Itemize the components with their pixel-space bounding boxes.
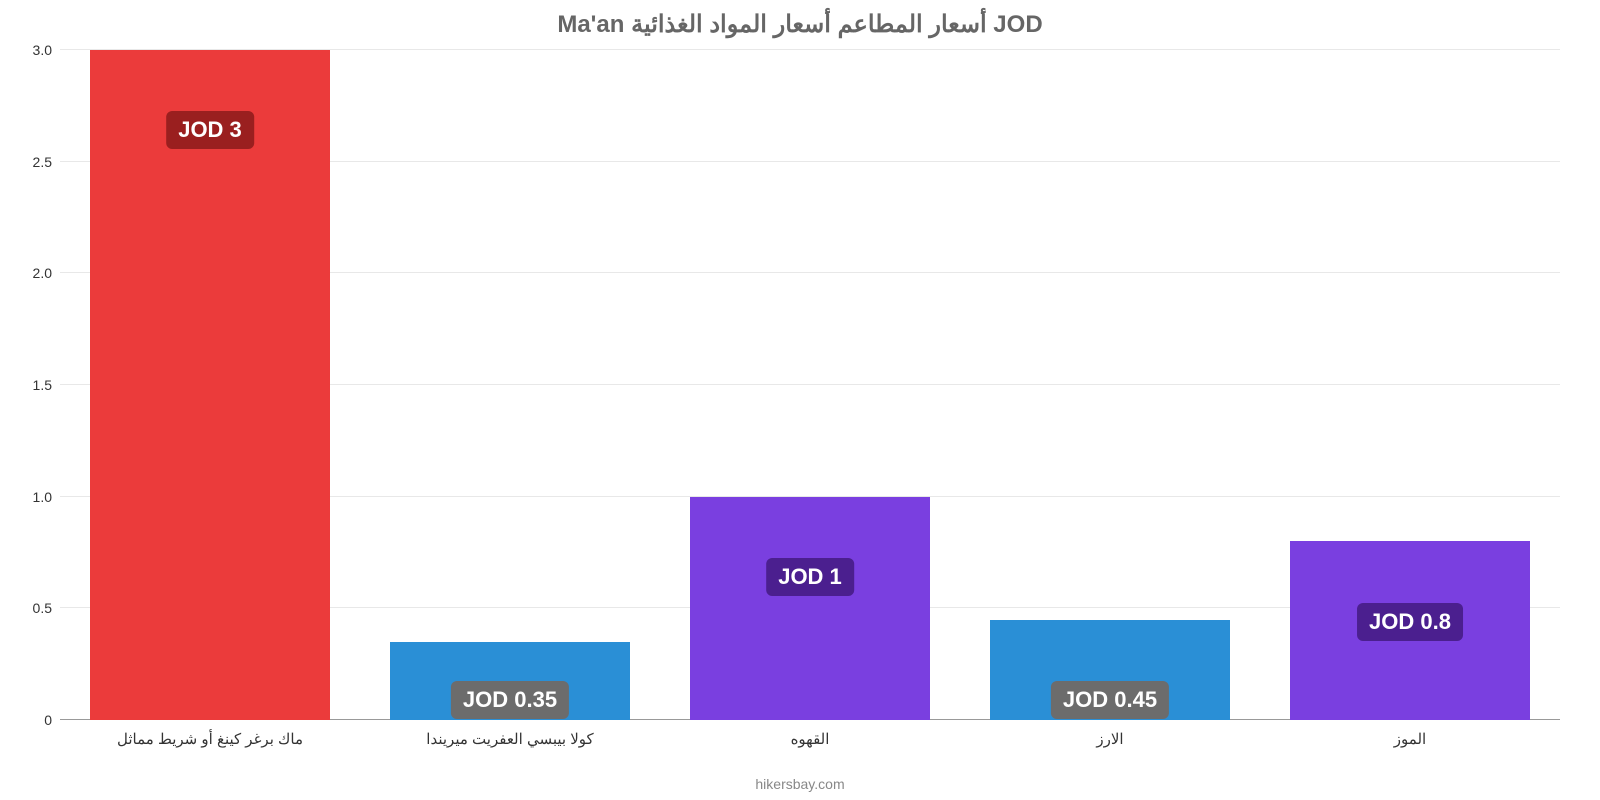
value-badge: JOD 0.8 <box>1357 603 1463 641</box>
y-tick-label: 1.5 <box>33 377 52 393</box>
x-tick-label: الارز <box>1096 730 1123 748</box>
bar <box>690 497 930 720</box>
credit-text: hikersbay.com <box>0 776 1600 792</box>
y-tick-label: 0.5 <box>33 600 52 616</box>
y-tick-label: 1.0 <box>33 489 52 505</box>
price-chart: Ma'an أسعار المطاعم أسعار المواد الغذائي… <box>0 0 1600 800</box>
value-badge: JOD 0.45 <box>1051 681 1169 719</box>
value-badge: JOD 3 <box>166 111 254 149</box>
plot-area: 00.51.01.52.02.53.0ماك برغر كينغ أو شريط… <box>60 50 1560 720</box>
y-tick-label: 2.5 <box>33 154 52 170</box>
value-badge: JOD 0.35 <box>451 681 569 719</box>
bar <box>90 50 330 720</box>
y-tick-label: 0 <box>44 712 52 728</box>
x-tick-label: كولا بيبسي العفريت ميريندا <box>426 730 593 748</box>
y-tick-label: 3.0 <box>33 42 52 58</box>
y-tick-label: 2.0 <box>33 265 52 281</box>
chart-title: Ma'an أسعار المطاعم أسعار المواد الغذائي… <box>0 10 1600 39</box>
x-tick-label: القهوه <box>791 730 830 748</box>
x-tick-label: ماك برغر كينغ أو شريط مماثل <box>117 730 303 748</box>
x-tick-label: الموز <box>1394 730 1426 748</box>
value-badge: JOD 1 <box>766 558 854 596</box>
